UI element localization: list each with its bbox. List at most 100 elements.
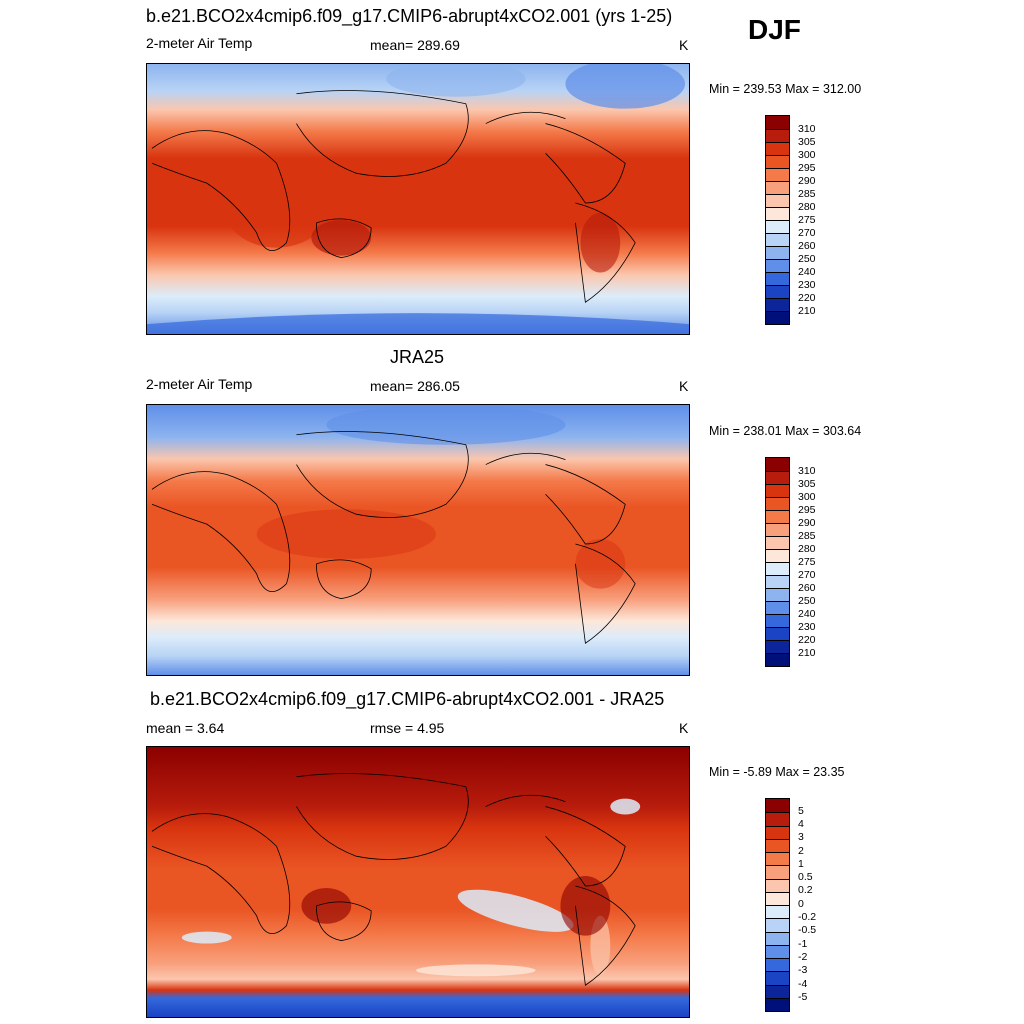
colorbar-seg	[766, 931, 789, 945]
panel1-units: K	[679, 37, 689, 53]
colorbar-seg	[766, 918, 789, 932]
colorbar-seg	[766, 484, 789, 497]
colorbar-seg	[766, 812, 789, 826]
colorbar-seg	[766, 497, 789, 510]
colorbar-tick: 295	[798, 504, 816, 516]
panel1-variable-label: 2-meter Air Temp	[146, 35, 253, 51]
colorbar-seg	[766, 510, 789, 523]
colorbar-tick: 5	[798, 805, 804, 817]
colorbar-seg	[766, 984, 789, 998]
colorbar-seg	[766, 944, 789, 958]
panel3-mean-label: mean = 3.64	[146, 720, 225, 736]
colorbar-tick: 230	[798, 621, 816, 633]
colorbar-tick: 0	[798, 898, 804, 910]
colorbar-seg	[766, 878, 789, 892]
colorbar-tick: 300	[798, 491, 816, 503]
colorbar-seg	[766, 207, 789, 220]
jra25-temperature-map	[146, 404, 690, 676]
colorbar-tick: 250	[798, 595, 816, 607]
panel2-title: JRA25	[390, 347, 445, 367]
colorbar-seg	[766, 614, 789, 627]
colorbar-tick: 3	[798, 831, 804, 843]
colorbar-tick: 0.2	[798, 884, 813, 896]
colorbar-tick: 1	[798, 858, 804, 870]
colorbar-tick: 270	[798, 227, 816, 239]
colorbar-tick: 310	[798, 465, 816, 477]
colorbar-tick: 300	[798, 149, 816, 161]
colorbar-seg	[766, 891, 789, 905]
colorbar-seg	[766, 129, 789, 142]
colorbar-seg	[766, 311, 789, 324]
colorbar-tick: 2	[798, 845, 804, 857]
colorbar-tick: -1	[798, 938, 808, 950]
colorbar-tick: 240	[798, 608, 816, 620]
colorbar-tick: 230	[798, 279, 816, 291]
panel3-rmse-label: rmse = 4.95	[370, 720, 445, 736]
colorbar-tick: 4	[798, 818, 804, 830]
colorbar-seg	[766, 549, 789, 562]
colorbar-seg	[766, 458, 789, 471]
colorbar-seg	[766, 272, 789, 285]
colorbar-tick: 295	[798, 162, 816, 174]
panel2-mean-label: mean= 286.05	[370, 378, 460, 394]
colorbar-seg	[766, 653, 789, 666]
colorbar-seg	[766, 588, 789, 601]
colorbar-seg	[766, 536, 789, 549]
colorbar-tick: 260	[798, 240, 816, 252]
model-temperature-map	[146, 63, 690, 335]
colorbar-seg	[766, 958, 789, 972]
colorbar-tick: 275	[798, 556, 816, 568]
colorbar-seg	[766, 640, 789, 653]
panel2-units: K	[679, 378, 689, 394]
colorbar-tick: 210	[798, 647, 816, 659]
colorbar-seg	[766, 997, 789, 1011]
colorbar-tick: -4	[798, 978, 808, 990]
panel1-minmax: Min = 239.53 Max = 312.00	[709, 82, 862, 96]
jra25-temperature-map-graphic	[147, 405, 689, 675]
colorbar-seg	[766, 601, 789, 614]
panel2-colorbar	[765, 457, 790, 667]
colorbar-seg	[766, 194, 789, 207]
model-temperature-map-graphic	[147, 64, 689, 334]
colorbar-tick: 275	[798, 214, 816, 226]
colorbar-tick: 220	[798, 634, 816, 646]
colorbar-seg	[766, 116, 789, 129]
colorbar-seg	[766, 181, 789, 194]
colorbar-tick: -3	[798, 964, 808, 976]
colorbar-seg	[766, 575, 789, 588]
colorbar-seg	[766, 155, 789, 168]
colorbar-seg	[766, 799, 789, 813]
colorbar-seg	[766, 298, 789, 311]
colorbar-seg	[766, 905, 789, 919]
colorbar-seg	[766, 562, 789, 575]
colorbar-tick: 280	[798, 201, 816, 213]
colorbar-tick: -5	[798, 991, 808, 1003]
colorbar-seg	[766, 838, 789, 852]
colorbar-seg	[766, 971, 789, 985]
colorbar-seg	[766, 523, 789, 536]
panel1-mean-label: mean= 289.69	[370, 37, 460, 53]
panel3-units: K	[679, 720, 689, 736]
season-label: DJF	[748, 14, 801, 45]
panel2-variable-label: 2-meter Air Temp	[146, 376, 253, 392]
colorbar-seg	[766, 852, 789, 866]
colorbar-tick: 0.5	[798, 871, 813, 883]
colorbar-seg	[766, 168, 789, 181]
colorbar-seg	[766, 627, 789, 640]
colorbar-seg	[766, 233, 789, 246]
difference-map	[146, 746, 690, 1018]
colorbar-tick: 250	[798, 253, 816, 265]
colorbar-tick: 310	[798, 123, 816, 135]
panel1-title: b.e21.BCO2x4cmip6.f09_g17.CMIP6-abrupt4x…	[146, 6, 673, 26]
colorbar-tick: 290	[798, 517, 816, 529]
colorbar-seg	[766, 865, 789, 879]
panel3-colorbar	[765, 798, 790, 1012]
colorbar-seg	[766, 471, 789, 484]
colorbar-seg	[766, 259, 789, 272]
panel3-title: b.e21.BCO2x4cmip6.f09_g17.CMIP6-abrupt4x…	[150, 689, 665, 709]
colorbar-tick: -2	[798, 951, 808, 963]
colorbar-tick: 280	[798, 543, 816, 555]
colorbar-tick: 305	[798, 136, 816, 148]
colorbar-tick: 305	[798, 478, 816, 490]
colorbar-tick: 270	[798, 569, 816, 581]
